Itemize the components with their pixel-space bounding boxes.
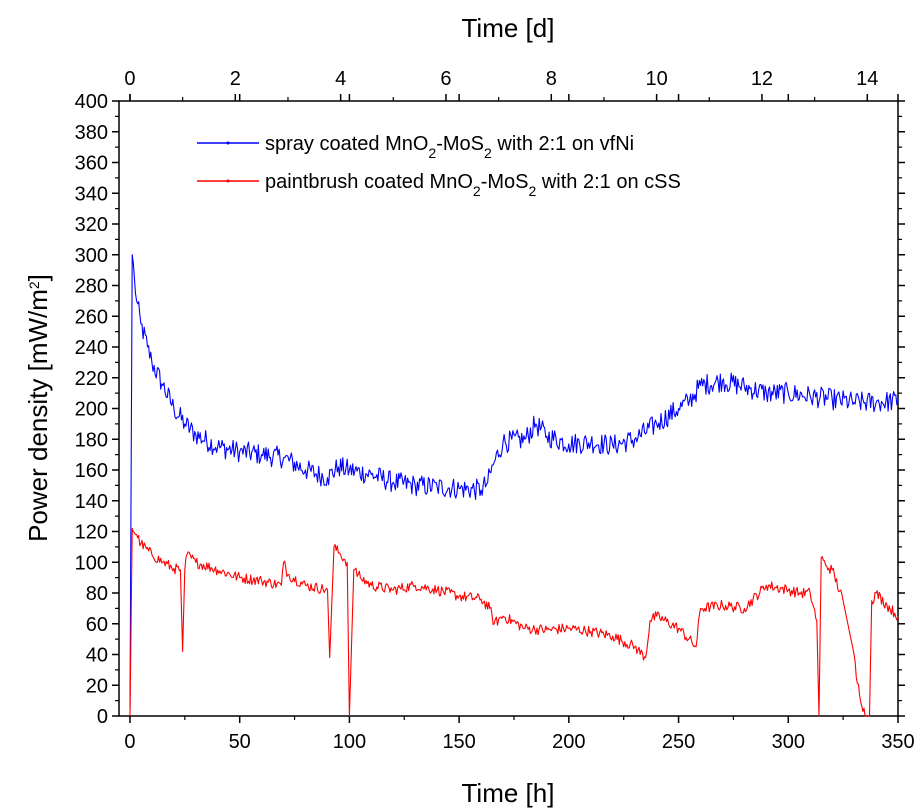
- y-tick-label: 380: [75, 122, 108, 144]
- x2-tick-label: 4: [335, 68, 346, 90]
- y-tick-label: 140: [75, 491, 108, 513]
- y-tick-label: 220: [75, 368, 108, 390]
- x-axis-ticks: 0 50 100 150 200 250 300 350: [124, 94, 915, 753]
- legend-marker-series-2: [226, 179, 230, 183]
- y-tick-label: 60: [86, 614, 108, 636]
- x-tick-label: 250: [662, 731, 695, 753]
- legend-label-series-2: paintbrush coated MnO2-MoS2 with 2:1 on …: [265, 171, 681, 199]
- legend-1-mid: -MoS: [436, 133, 484, 155]
- legend-1-prefix: spray coated MnO: [265, 133, 428, 155]
- y-tick-label: 340: [75, 183, 108, 205]
- y-tick-label: 260: [75, 306, 108, 328]
- y-tick-label: 100: [75, 552, 108, 574]
- top-x-axis-ticks: 0 2 4 6 8 10 12 14: [124, 68, 878, 101]
- y-tick-label: 360: [75, 153, 108, 175]
- legend-1-suffix: with 2:1 on vfNi: [492, 133, 634, 155]
- series-line-2: [129, 527, 899, 717]
- y-tick-label: 300: [75, 245, 108, 267]
- y-axis-title: Power density [mW/m2]: [23, 274, 53, 542]
- y-tick-label: 80: [86, 583, 108, 605]
- y-tick-label: 160: [75, 460, 108, 482]
- legend-2-sub1: 2: [473, 183, 481, 199]
- legend-1-sub2: 2: [484, 145, 492, 161]
- y-tick-label: 200: [75, 399, 108, 421]
- x-tick-label: 0: [124, 731, 135, 753]
- x-tick-label: 300: [772, 731, 805, 753]
- legend: spray coated MnO2-MoS2 with 2:1 on vfNi …: [197, 133, 681, 199]
- plot-frame: [118, 100, 899, 717]
- legend-2-sub2: 2: [529, 183, 537, 199]
- y-axis-title-end: ]: [23, 274, 53, 281]
- x2-tick-label: 8: [546, 68, 557, 90]
- y-tick-label: 40: [86, 645, 108, 667]
- x2-tick-label: 12: [751, 68, 773, 90]
- x-tick-label: 100: [333, 731, 366, 753]
- x2-tick-label: 0: [124, 68, 135, 90]
- x-tick-label: 350: [881, 731, 914, 753]
- x-tick-label: 200: [552, 731, 585, 753]
- series-layer: [129, 254, 899, 717]
- legend-2-suffix: with 2:1 on cSS: [536, 171, 681, 193]
- y-axis-ticks: 0 20 40 60 80 100 120 140 160 180 200 220 240 260 280 3…: [75, 91, 905, 728]
- y-tick-label: 20: [86, 675, 108, 697]
- legend-2-prefix: paintbrush coated MnO: [265, 171, 473, 193]
- x2-tick-label: 14: [856, 68, 878, 90]
- x2-tick-label: 6: [440, 68, 451, 90]
- y-tick-label: 120: [75, 522, 108, 544]
- x-tick-label: 150: [442, 731, 475, 753]
- series-line-1: [129, 254, 899, 709]
- y-tick-label: 400: [75, 91, 108, 113]
- y-tick-label: 240: [75, 337, 108, 359]
- legend-2-mid: -MoS: [481, 171, 529, 193]
- x2-tick-label: 10: [645, 68, 667, 90]
- legend-1-sub1: 2: [428, 145, 436, 161]
- y-tick-label: 280: [75, 276, 108, 298]
- x-axis-title: Time [h]: [462, 778, 555, 808]
- y-tick-label: 180: [75, 429, 108, 451]
- x2-tick-label: 2: [230, 68, 241, 90]
- legend-marker-series-1: [226, 141, 230, 145]
- y-tick-label: 0: [97, 706, 108, 728]
- top-x-axis-title: Time [d]: [462, 13, 555, 43]
- y-tick-label: 320: [75, 214, 108, 236]
- y-axis-title-main: Power density [mW/m: [23, 289, 53, 542]
- y-axis-title-sup: 2: [26, 281, 42, 289]
- x-tick-label: 50: [229, 731, 251, 753]
- legend-label-series-1: spray coated MnO2-MoS2 with 2:1 on vfNi: [265, 133, 634, 161]
